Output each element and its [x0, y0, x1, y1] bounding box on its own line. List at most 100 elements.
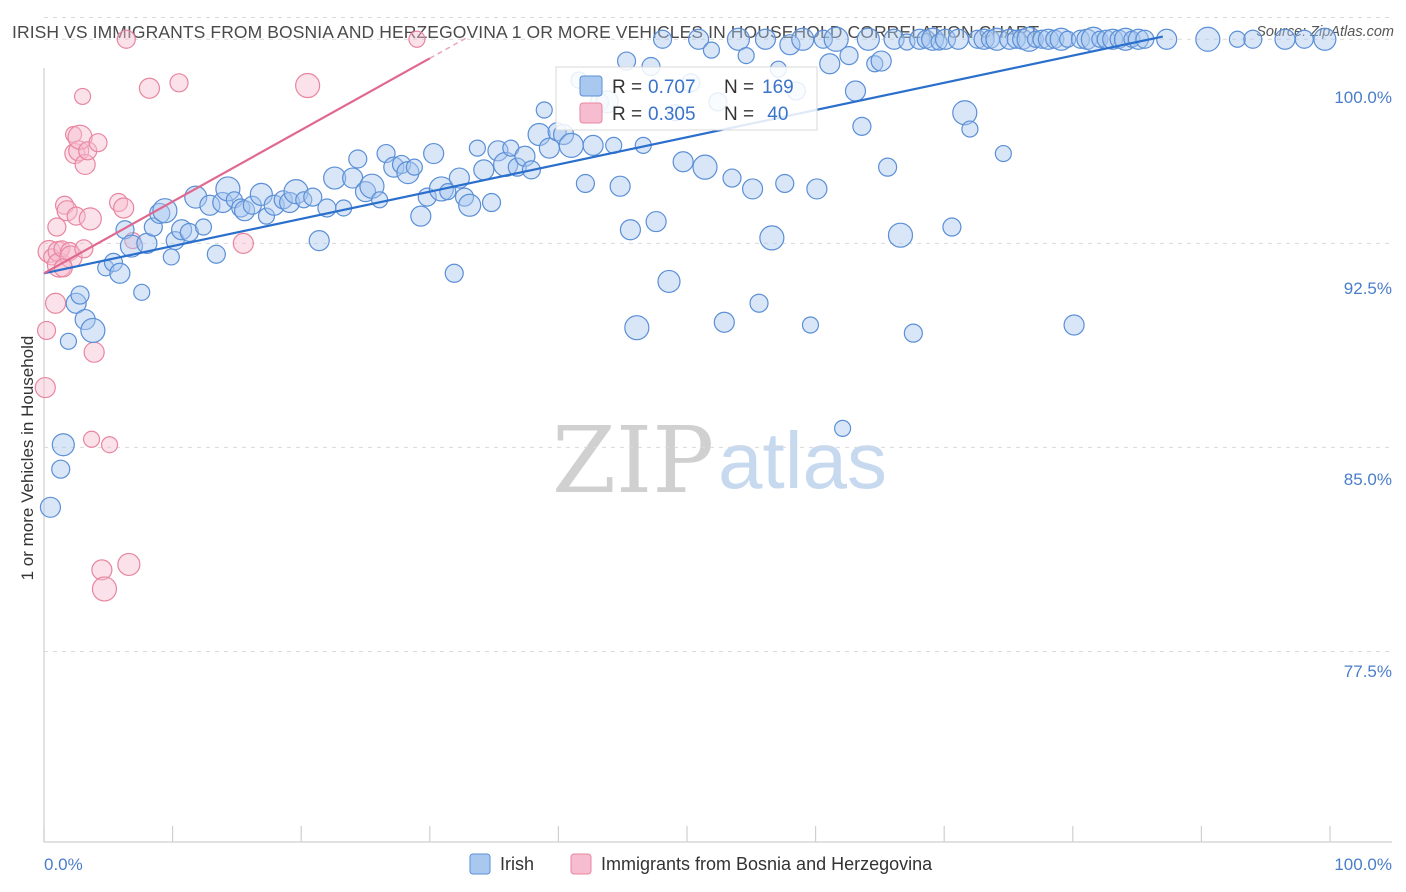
- irish-point: [823, 26, 849, 52]
- irish-point: [454, 187, 475, 207]
- legend-swatch-bosnia: [570, 853, 592, 875]
- stats-swatch-irish: [579, 75, 603, 97]
- irish-point: [713, 311, 735, 333]
- irish-point: [999, 28, 1021, 50]
- irish-point: [1059, 30, 1077, 48]
- bosnia-point: [116, 29, 136, 49]
- irish-point: [749, 293, 769, 313]
- irish-point: [692, 154, 718, 180]
- stats-irish-n-label: N =: [724, 77, 754, 98]
- irish-point: [348, 149, 368, 169]
- bosnia-point: [117, 552, 141, 577]
- irish-point: [759, 225, 785, 251]
- irish-point: [70, 285, 90, 305]
- irish-point: [109, 262, 131, 284]
- x-tick-label-max: 100.0%: [1334, 855, 1392, 874]
- chart-source: Source: ZipAtlas.com: [1256, 24, 1394, 40]
- irish-point: [1195, 26, 1221, 52]
- irish-point: [619, 219, 642, 241]
- irish-point: [323, 166, 347, 190]
- irish-trend-line: [43, 35, 1164, 275]
- irish-point: [575, 173, 596, 194]
- irish-point: [722, 168, 742, 188]
- x-tick-label-min: 0.0%: [44, 855, 83, 874]
- irish-point: [645, 210, 667, 233]
- irish-point: [1156, 28, 1178, 50]
- irish-point: [856, 27, 880, 51]
- irish-point: [383, 156, 405, 178]
- stats-bosnia-n-label: N =: [724, 104, 754, 125]
- stats-bosnia-r-label: R =: [612, 104, 642, 125]
- irish-point: [1228, 30, 1247, 48]
- bosnia-point: [56, 200, 78, 222]
- irish-point: [1294, 29, 1314, 49]
- irish-point: [1063, 314, 1085, 336]
- irish-point: [303, 187, 323, 207]
- irish-point: [51, 433, 75, 457]
- bosnia-trend-line: [43, 57, 431, 275]
- irish-point: [806, 178, 828, 200]
- irish-point: [909, 28, 931, 50]
- bosnia-trend-extension: [429, 36, 469, 59]
- stats-irish-r-label: R =: [612, 77, 642, 98]
- bosnia-point: [36, 320, 57, 341]
- irish-point: [687, 28, 710, 50]
- legend-swatch-irish: [469, 853, 491, 875]
- bosnia-point: [34, 376, 56, 399]
- stats-irish-n-value: 169: [762, 77, 794, 98]
- bosnia-point: [408, 30, 426, 48]
- irish-point: [444, 263, 464, 283]
- irish-point: [458, 193, 482, 217]
- irish-point: [1274, 28, 1296, 50]
- bosnia-point: [169, 73, 189, 93]
- bosnia-point: [44, 292, 67, 314]
- irish-point: [942, 217, 962, 237]
- irish-point: [527, 122, 551, 147]
- irish-point: [249, 182, 273, 206]
- stats-swatch-bosnia: [579, 102, 603, 124]
- y-tick-label-100-0: 100.0%: [1334, 88, 1392, 107]
- trend-lines: [43, 35, 1164, 275]
- irish-point: [535, 101, 553, 119]
- irish-point: [754, 28, 777, 50]
- y-tick-label-92-5: 92.5%: [1344, 279, 1392, 298]
- irish-point: [74, 308, 96, 331]
- irish-point: [839, 45, 859, 66]
- irish-point: [903, 323, 923, 343]
- irish-point: [834, 419, 852, 437]
- irish-point: [199, 194, 221, 216]
- irish-point: [59, 332, 78, 350]
- irish-point: [775, 173, 795, 194]
- irish-point: [852, 116, 872, 136]
- irish-point: [143, 217, 163, 237]
- irish-point: [371, 191, 389, 209]
- bosnia-point: [138, 77, 161, 99]
- irish-point: [1006, 29, 1026, 49]
- irish-point: [206, 244, 226, 264]
- irish-point: [672, 151, 694, 173]
- irish-point: [737, 46, 755, 65]
- watermark-atlas: atlas: [718, 416, 887, 505]
- irish-point: [133, 283, 151, 301]
- irish-point: [952, 100, 978, 126]
- irish-point: [263, 194, 285, 216]
- irish-point: [726, 27, 751, 51]
- irish-point: [741, 178, 764, 200]
- irish-point: [405, 158, 423, 176]
- bosnia-point: [47, 217, 67, 237]
- irish-point: [934, 28, 957, 50]
- irish-point: [1313, 27, 1337, 51]
- irish-point: [801, 316, 820, 334]
- irish-point: [473, 159, 495, 181]
- irish-point: [283, 179, 309, 205]
- irish-point: [702, 41, 721, 59]
- irish-point: [791, 27, 815, 51]
- chart-title: IRISH VS IMMIGRANTS FROM BOSNIA AND HERZ…: [12, 22, 1040, 42]
- bosnia-point: [82, 430, 101, 448]
- irish-point: [308, 230, 330, 252]
- irish-point: [1243, 29, 1263, 49]
- irish-point: [410, 205, 432, 227]
- legend-label-irish: Irish: [500, 854, 534, 874]
- irish-point: [212, 191, 234, 214]
